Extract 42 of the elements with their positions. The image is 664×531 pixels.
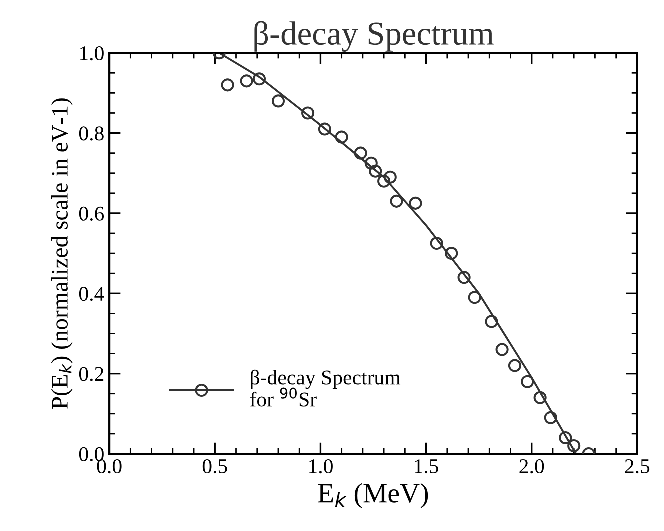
chart-title: β-decay Spectrum [254,21,494,52]
point [378,174,391,188]
x-tick-label: 0.0 [97,459,122,474]
point [369,164,382,178]
point [458,271,471,284]
point [559,431,572,444]
point [445,247,458,260]
point [354,146,368,160]
x-tick-label: 0.5 [202,459,228,474]
point [521,375,534,388]
legend-label: β-decay Spectrum for $^{90}$Sr [250,370,401,407]
point [364,156,378,170]
point [240,74,254,88]
y-tick-label: 0.0 [79,447,104,462]
point [534,391,547,404]
point [302,106,315,120]
point [272,94,286,108]
y-tick-label: 0.8 [79,126,104,141]
point [384,170,397,184]
y-axis-title: P(E$_{k}$) (normalized scale in eV-1) [51,98,73,409]
x-tick-label: 1.5 [415,460,438,474]
x-axis-title: E$_{k}$ (MeV) [318,483,428,509]
point [568,439,581,453]
x-tick-label: 2.5 [625,460,650,474]
point [409,196,422,210]
point [544,411,558,424]
point [496,343,509,356]
point [485,315,498,328]
point [318,122,332,136]
point [335,130,348,144]
y-tick-label: 1.0 [80,46,104,61]
point [430,237,444,250]
point [468,291,482,304]
point [221,78,234,92]
x-tick-label: 1.0 [310,459,333,474]
y-tick-label: 0.4 [79,287,104,302]
y-tick-label: 0.6 [79,206,104,221]
point [508,359,522,372]
y-tick-label: 0.2 [79,367,104,382]
point [252,72,266,86]
x-tick-label: 2.0 [520,459,544,474]
point [390,194,404,208]
